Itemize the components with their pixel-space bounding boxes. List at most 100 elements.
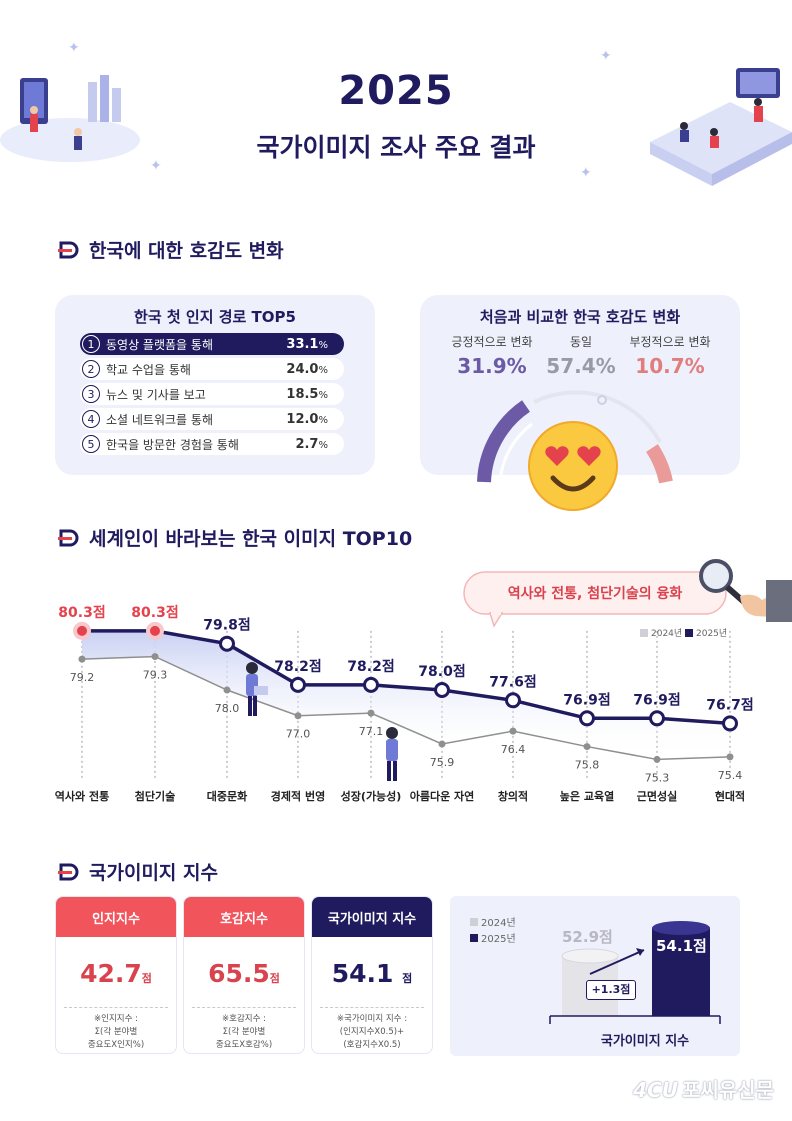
card-value: 54.1 점 bbox=[331, 959, 413, 988]
category-label: 아름다운 자연 bbox=[410, 789, 475, 803]
section-logo-icon bbox=[58, 529, 79, 546]
compare-legend-2024: 2024년 bbox=[470, 914, 516, 929]
route-row: 5 한국을 방문한 경험을 통해 2.7% bbox=[80, 433, 344, 455]
legend-2024: 2024년 bbox=[640, 626, 682, 639]
negative-value: 10.7% bbox=[635, 354, 705, 378]
route-row: 3 뉴스 및 기사를 보고 18.5% bbox=[80, 383, 344, 405]
data-label-2024: 77.1 bbox=[359, 725, 384, 738]
point-2025 bbox=[290, 676, 306, 693]
route-value: 24.0% bbox=[286, 361, 328, 377]
data-label-2025: 76.9점 bbox=[633, 691, 680, 708]
point-2025 bbox=[579, 710, 595, 727]
legend-2025: 2025년 bbox=[685, 626, 727, 639]
point-2025 bbox=[363, 676, 379, 693]
page-year: 2025 bbox=[338, 68, 454, 114]
point-2024 bbox=[223, 686, 231, 694]
section-header-favorability: 한국에 대한 호감도 변화 bbox=[58, 236, 284, 263]
data-label-2025: 78.2점 bbox=[274, 658, 321, 675]
category-label: 근면성실 bbox=[637, 789, 677, 803]
recognition-index-card: 인지지수 42.7점 ※인지지수 : Σ(각 분야별 중요도X인지%) bbox=[55, 896, 177, 1054]
data-label-2025: 79.8점 bbox=[203, 617, 250, 634]
watermark: 4CU 포씨유신문 bbox=[633, 1078, 774, 1102]
data-label-2025: 76.9점 bbox=[563, 691, 610, 708]
route-label: 뉴스 및 기사를 보고 bbox=[106, 387, 206, 402]
compare-label: 국가이미지 지수 bbox=[600, 1034, 690, 1049]
card-note: ※인지지수 : Σ(각 분야별 중요도X인지%) bbox=[64, 1007, 168, 1052]
card-note: ※호감지수 : Σ(각 분야별 중요도X호감%) bbox=[192, 1007, 296, 1052]
route-value: 12.0% bbox=[286, 411, 328, 427]
data-label-2025: 78.2점 bbox=[347, 658, 394, 675]
legend-swatch-2024 bbox=[640, 628, 648, 637]
negative-label: 부정적으로 변화 bbox=[629, 335, 711, 349]
legend-swatch-2025 bbox=[685, 628, 693, 637]
card-note: ※국가이미지 지수 : (인지지수X0.5)+ (호감지수X0.5) bbox=[320, 1007, 424, 1052]
data-label-2024: 79.2 bbox=[70, 671, 95, 684]
section-header-top10: 세계인이 바라보는 한국 이미지 TOP10 bbox=[58, 524, 412, 551]
point-2025 bbox=[150, 625, 160, 636]
data-label-2025: 77.6점 bbox=[489, 673, 536, 690]
sparkle-icon: ✦ bbox=[150, 158, 162, 174]
compare-legend-2025: 2025년 bbox=[470, 930, 516, 945]
compare-value-2025: 54.1점 bbox=[656, 937, 707, 955]
page-title: 국가이미지 조사 주요 결과 bbox=[256, 133, 536, 162]
point-2025 bbox=[505, 692, 521, 709]
data-label-2024: 75.3 bbox=[645, 771, 670, 784]
change-title: 처음과 비교한 한국 호감도 변화 bbox=[479, 308, 681, 326]
point-2024 bbox=[653, 755, 661, 763]
point-2024 bbox=[438, 740, 446, 748]
category-label: 성장(가능성) bbox=[341, 789, 402, 803]
legend-swatch-2025 bbox=[470, 933, 478, 942]
magnifier-icon bbox=[699, 559, 792, 622]
callout-text: 역사와 전통, 첨단기술의 융화 bbox=[507, 586, 683, 602]
office-illustration-right bbox=[650, 68, 792, 186]
series-line-2025 bbox=[82, 629, 731, 726]
category-label: 높은 교육열 bbox=[560, 790, 614, 803]
rank-badge: 5 bbox=[82, 435, 100, 453]
category-label: 현대적 bbox=[715, 789, 745, 803]
point-2025 bbox=[722, 715, 738, 732]
watermark-logo-icon: 4CU bbox=[633, 1078, 678, 1102]
same-value: 57.4% bbox=[546, 354, 616, 378]
point-2024 bbox=[151, 653, 159, 661]
rank-badge: 4 bbox=[82, 410, 100, 428]
section-logo-icon bbox=[58, 863, 79, 880]
point-2024 bbox=[509, 727, 517, 735]
category-label: 창의적 bbox=[498, 789, 528, 803]
route-row: 4 소셜 네트워크를 통해 12.0% bbox=[80, 408, 344, 430]
sparkle-icon: ✦ bbox=[580, 165, 592, 181]
positive-value: 31.9% bbox=[457, 354, 527, 378]
rank-badge: 3 bbox=[82, 385, 100, 403]
favorability-index-card: 호감지수 65.5점 ※호감지수 : Σ(각 분야별 중요도X호감%) bbox=[183, 896, 305, 1054]
route-label: 동영상 플랫폼을 통해 bbox=[106, 337, 213, 352]
point-2025 bbox=[219, 635, 235, 652]
sparkle-icon: ✦ bbox=[68, 40, 80, 56]
route-label: 학교 수업을 통해 bbox=[106, 362, 191, 377]
person-standing-illustration bbox=[386, 727, 398, 781]
rank-badge: 1 bbox=[82, 335, 100, 353]
category-label: 경제적 번영 bbox=[271, 789, 325, 803]
legend-swatch-2024 bbox=[470, 917, 478, 926]
person-laptop-illustration bbox=[246, 662, 268, 716]
data-label-2024: 76.4 bbox=[501, 743, 526, 756]
callout-bubble bbox=[463, 571, 727, 628]
route-label: 한국을 방문한 경험을 통해 bbox=[106, 437, 239, 452]
data-label-2025: 80.3점 bbox=[58, 604, 105, 621]
data-label-2024: 79.3 bbox=[143, 669, 168, 682]
national-image-index-card: 국가이미지 지수 54.1 점 ※국가이미지 지수 : (인지지수X0.5)+ … bbox=[311, 896, 433, 1054]
data-label-2024: 75.9 bbox=[430, 756, 455, 769]
route-row: 2 학교 수업을 통해 24.0% bbox=[80, 358, 344, 380]
positive-label: 긍정적으로 변화 bbox=[451, 335, 533, 349]
card-value: 65.5점 bbox=[208, 959, 280, 988]
card-head: 호감지수 bbox=[184, 897, 304, 937]
route-row: 1 동영상 플랫폼을 통해 33.1% bbox=[80, 333, 344, 355]
data-label-2025: 80.3점 bbox=[131, 604, 178, 621]
route-value: 2.7% bbox=[295, 436, 328, 452]
rank-badge: 2 bbox=[82, 360, 100, 378]
data-label-2024: 77.0 bbox=[286, 728, 311, 741]
data-label-2024: 75.4 bbox=[718, 769, 743, 782]
point-2025 bbox=[649, 710, 665, 727]
card-head: 국가이미지 지수 bbox=[312, 897, 432, 937]
data-label-2024: 78.0 bbox=[215, 702, 240, 715]
same-label: 동일 bbox=[569, 335, 593, 349]
category-label: 대중문화 bbox=[207, 789, 247, 803]
